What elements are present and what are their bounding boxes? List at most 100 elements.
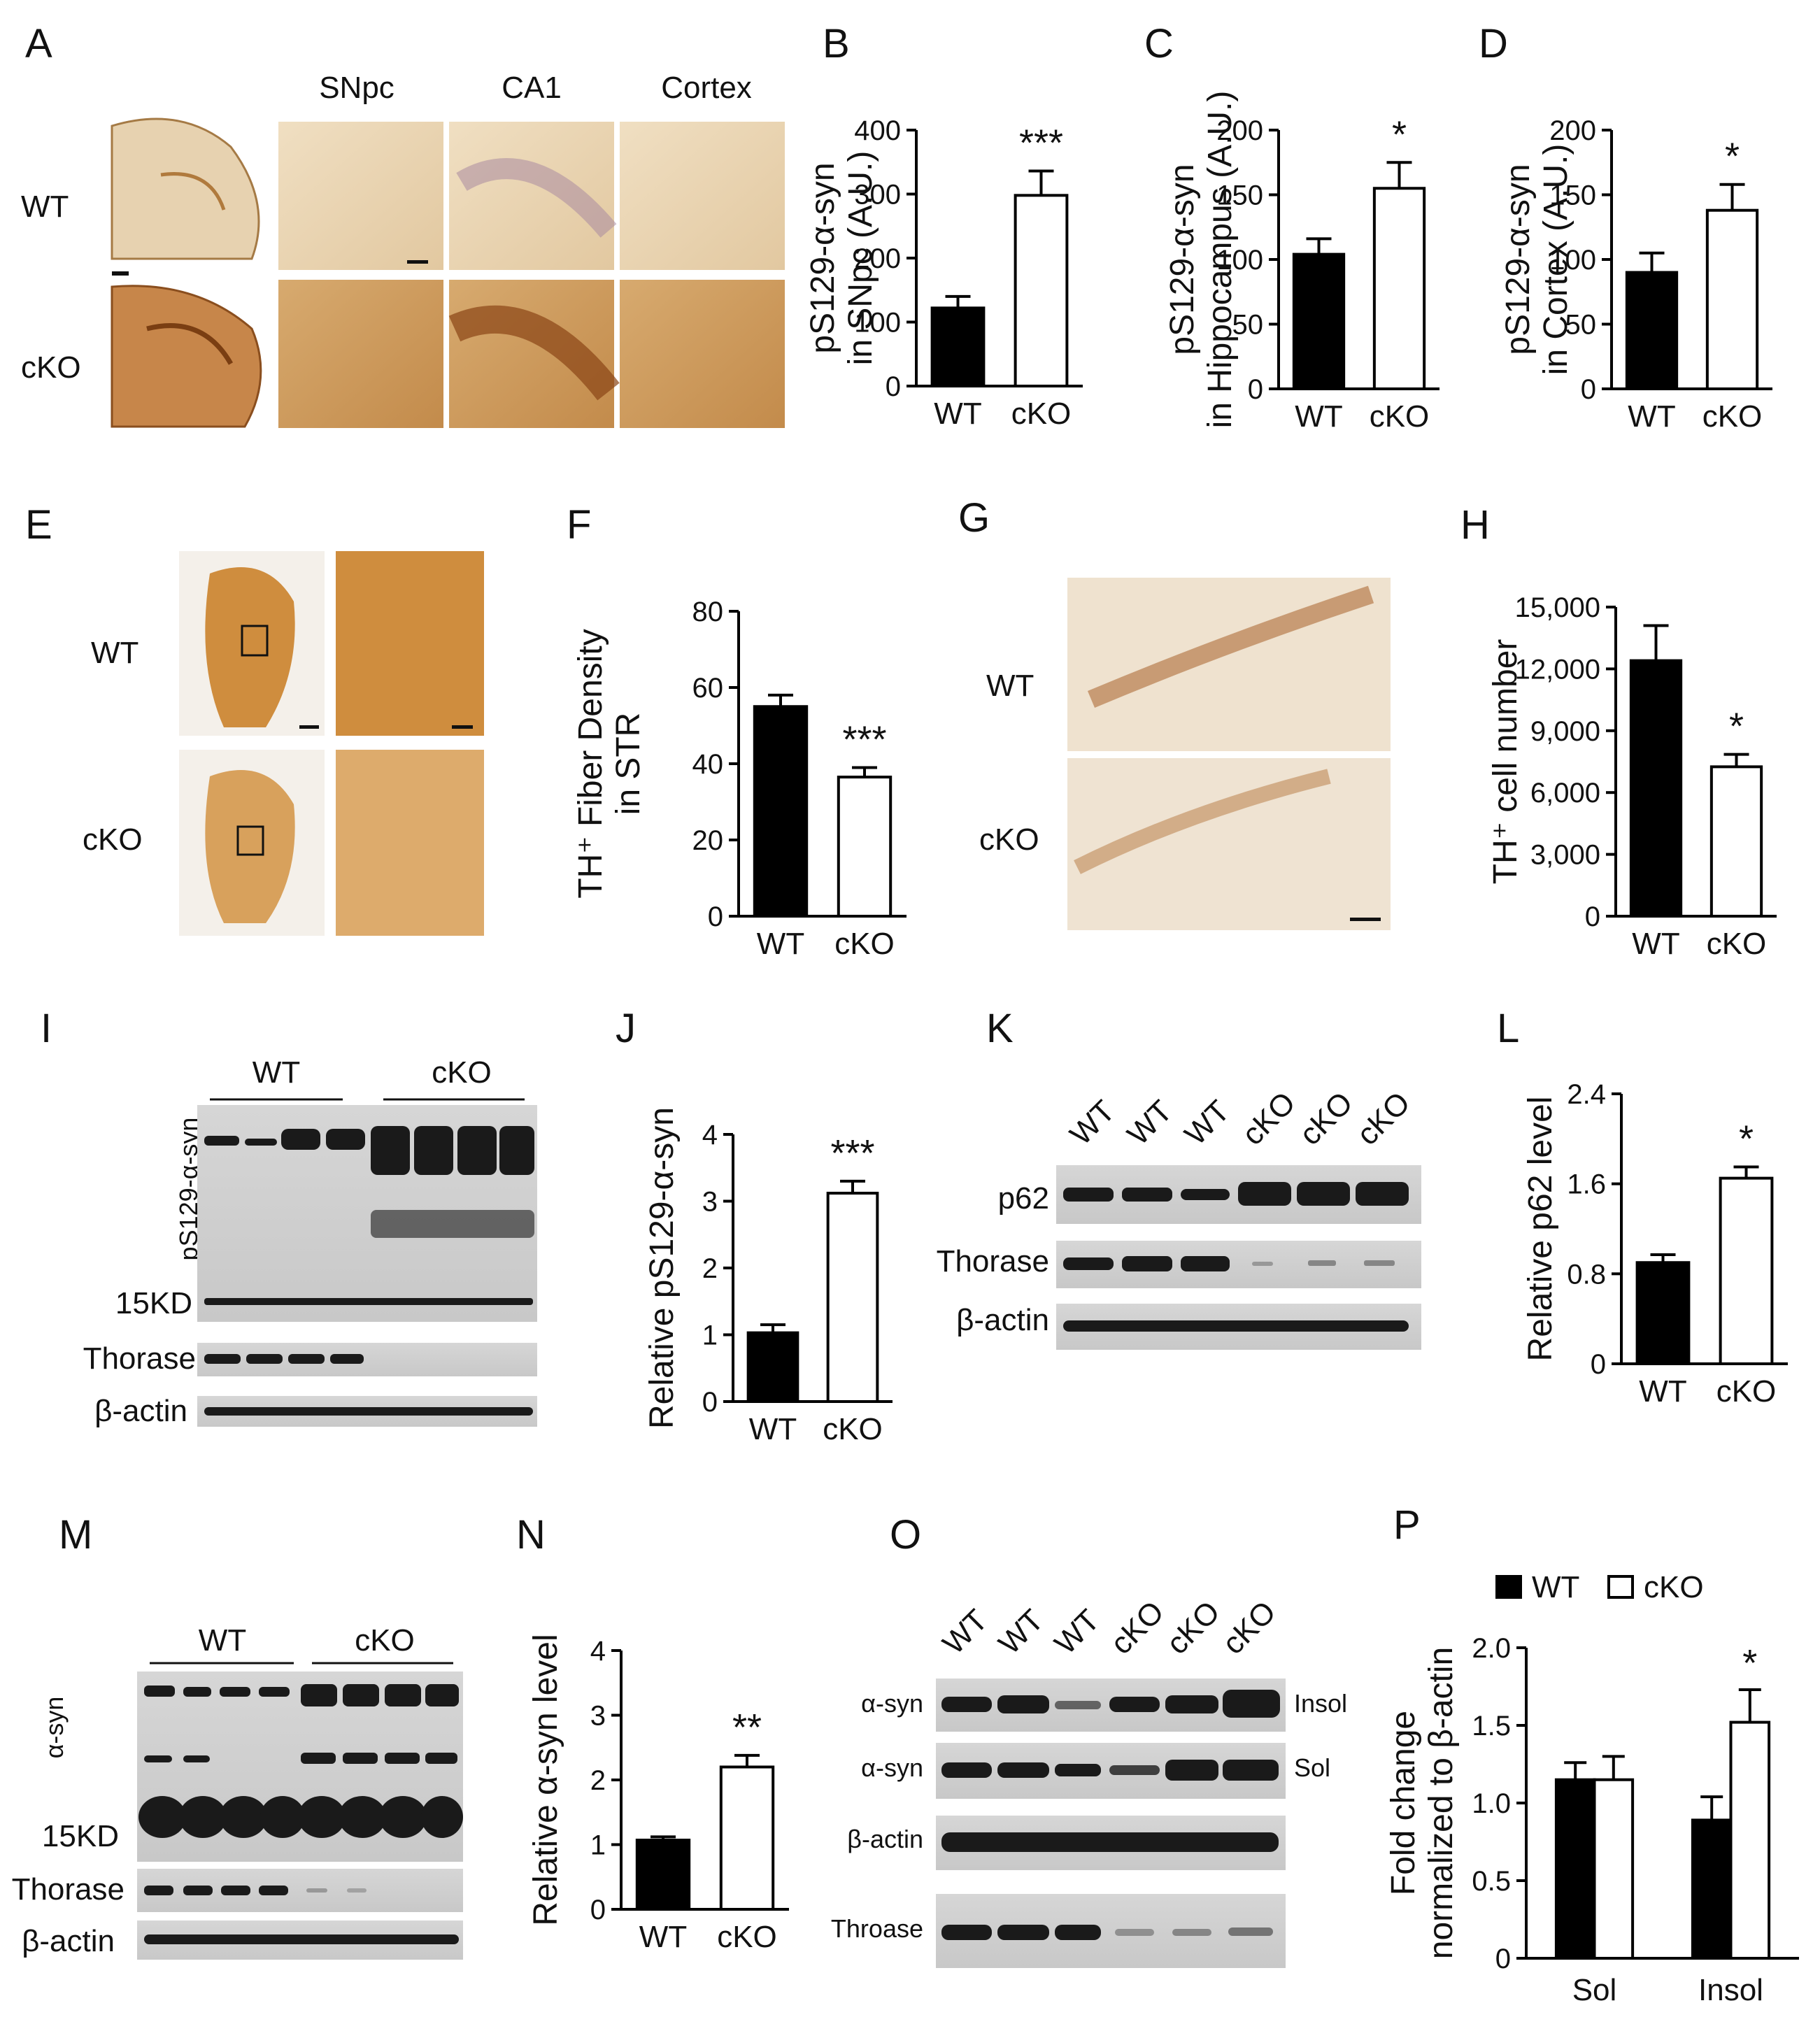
panel-m-group-cko: cKO [355,1623,415,1658]
chart-panel-f: 0 20 40 60 80 TH⁺ Fiber Density in STR WT cKO *** [572,597,907,961]
chart-panel-j: 0 1 2 3 4 Relative pS129-α-syn WT cKO *** [644,1107,893,1446]
panel-label-h: H [1460,502,1490,548]
panel-label-f: F [567,502,591,548]
panel-a-col-ca1: CA1 [502,71,562,105]
blot-bands [144,1934,459,1944]
significance-marker: * [1742,1642,1757,1684]
region-box [241,625,269,657]
panel-m-row-asyn: α-syn [40,1697,69,1759]
panel-o-row-asyn-sol: α-syn [861,1753,923,1782]
blot-bands [941,1690,1280,1718]
panel-o-row-actin: β-actin [847,1825,923,1853]
x-tick-label: Insol [1698,1973,1763,2007]
y-tick-label: 100 [1549,245,1596,276]
panel-label-i: I [41,1006,52,1051]
y-tick-label: 0.5 [1472,1866,1511,1897]
bar-cko [826,1192,879,1404]
panel-label-d: D [1479,21,1508,66]
panel-o-lane-6: cKO [1216,1595,1282,1661]
bar-cko [1705,208,1759,391]
blot-bands [144,1886,367,1895]
panel-k-lane-5: cKO [1293,1085,1359,1152]
panel-k-row-p62: p62 [998,1181,1049,1216]
blot-bands [1063,1256,1395,1271]
panel-o-lane-labels: WT WT WT cKO cKO cKO [936,1595,1282,1661]
blot-membrane [936,1894,1286,1968]
y-tick-label: 2.0 [1472,1633,1511,1664]
x-tick-label: cKO [1011,397,1072,431]
bar-cko [719,1765,775,1911]
y-tick-label: 1 [702,1320,718,1351]
panel-k-row-thorase: Thorase [937,1244,1049,1278]
panel-o-lane-2: WT [992,1603,1050,1661]
x-tick-label: cKO [717,1920,777,1954]
legend-label-wt: WT [1532,1570,1579,1604]
panel-k-lane-6: cKO [1350,1085,1416,1152]
y-tick-label: 0 [1581,374,1596,405]
x-tick-label: WT [1295,399,1342,434]
y-tick-label: 0 [702,1387,718,1418]
panel-a-cko-snpc-image [278,280,443,428]
x-tick-label: cKO [1370,399,1430,434]
y-tick-label: 0 [886,371,901,402]
bar-cko [1372,187,1426,390]
panel-a-wt-brain-section [111,117,260,260]
scale-bar [1350,918,1381,921]
x-tick-label: WT [934,397,981,431]
panel-o-lane-3: WT [1048,1603,1106,1661]
panel-k-lane-1: WT [1063,1094,1121,1152]
y-axis-title: Relative pS129-α-syn [644,1107,681,1429]
panel-label-p: P [1393,1502,1421,1548]
panel-o-side-insol: Insol [1294,1689,1347,1718]
y-tick-label: 3 [590,1701,606,1732]
y-tick-label: 4 [702,1120,718,1150]
y-axis-title: pS129-α-syn [804,162,841,353]
y-axis-title: TH⁺ cell number [1487,639,1524,885]
panel-o-row-throase: Throase [831,1914,923,1943]
y-tick-label: 4 [590,1636,606,1667]
bar-wt [1629,659,1683,918]
y-tick-label: 0 [1248,374,1263,405]
panel-a-wt-snpc-image [278,122,443,270]
bar-wt [1554,1778,1596,1960]
panel-e-row-cko: cKO [83,822,143,857]
significance-marker: * [1392,113,1407,155]
blot-bands [941,1832,1279,1852]
y-axis-title: Relative α-syn level [527,1634,564,1925]
panel-a-cko-brain-section [111,285,262,428]
x-tick-label: WT [1632,927,1679,961]
panel-k-lane-4: cKO [1235,1085,1302,1152]
x-tick-label: cKO [1716,1374,1777,1409]
y-tick-label: 50 [1232,310,1264,341]
y-tick-label: 0.8 [1567,1259,1606,1290]
panel-a-row-wt: WT [21,190,69,224]
panel-k-lane-labels: WT WT WT cKO cKO cKO [1063,1085,1416,1152]
y-tick-label: 15,000 [1515,592,1600,623]
y-axis-title: Relative p62 level [1522,1097,1559,1362]
blot-bands [1063,1320,1409,1332]
panel-k-row-actin: β-actin [956,1303,1049,1337]
panel-o-side-sol: Sol [1294,1753,1330,1782]
bar-wt [753,705,809,918]
y-tick-label: 2.4 [1567,1079,1606,1110]
bar-wt [1292,252,1346,390]
y-tick-label: 0 [708,902,723,932]
x-tick-label: WT [757,927,804,961]
panel-label-b: B [823,21,850,66]
blot-bands [204,1354,364,1364]
blot-bands [941,1925,1273,1940]
y-tick-label: 0 [590,1895,606,1925]
y-axis-title: in Cortex (A.U.) [1537,144,1574,376]
region-box [236,825,264,856]
y-tick-label: 150 [1216,180,1263,211]
y-axis-title: in STR [610,713,647,815]
blot-bands [941,1760,1279,1781]
y-tick-label: 400 [854,115,901,146]
panel-m-row-15kd: 15KD [42,1819,119,1853]
panel-label-g: G [958,495,990,541]
panel-label-a: A [25,21,52,66]
panel-m-row-thorase: Thorase [12,1872,125,1907]
panel-k-lane-2: WT [1121,1094,1179,1152]
y-tick-label: 200 [854,243,901,274]
